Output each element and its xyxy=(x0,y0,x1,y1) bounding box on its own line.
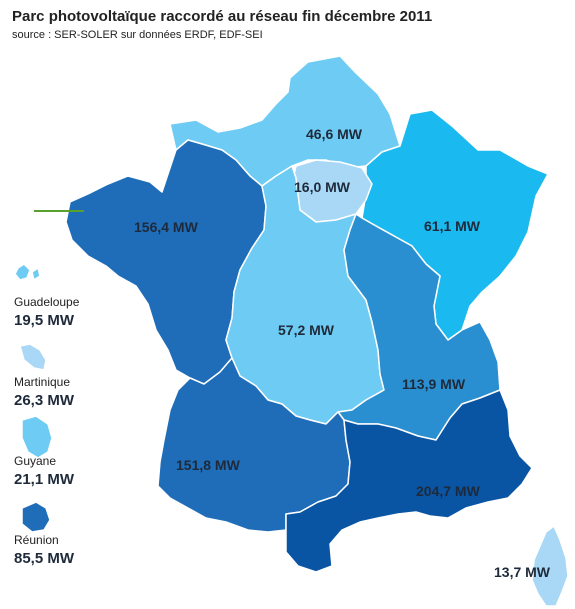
guyane-shape xyxy=(21,415,53,459)
overseas-name: Guyane xyxy=(14,454,56,468)
region-value-label: 61,1 MW xyxy=(424,218,481,234)
region-value-label: 13,7 MW xyxy=(494,564,551,580)
overseas-name: Réunion xyxy=(14,533,59,547)
reunion-shape xyxy=(21,501,51,533)
overseas-value: 19,5 MW xyxy=(14,312,75,329)
map-source: source : SER-SOLER sur données ERDF, EDF… xyxy=(12,29,263,41)
overseas-value: 21,1 MW xyxy=(14,471,75,488)
map-title: Parc photovoltaïque raccordé au réseau f… xyxy=(12,8,433,25)
region-corse xyxy=(531,525,569,607)
region-value-label: 151,8 MW xyxy=(176,457,241,473)
region-value-label: 113,9 MW xyxy=(402,376,466,392)
overseas-name: Martinique xyxy=(14,375,70,389)
region-value-label: 57,2 MW xyxy=(278,322,335,338)
martinique-shape xyxy=(19,343,47,371)
overseas-name: Guadeloupe xyxy=(14,295,80,309)
overseas-value: 26,3 MW xyxy=(14,392,75,409)
region-value-label: 204,7 MW xyxy=(416,483,481,499)
overseas-value: 85,5 MW xyxy=(14,550,75,567)
region-value-label: 16,0 MW xyxy=(294,179,351,195)
region-value-label: 46,6 MW xyxy=(306,126,363,142)
region-value-label: 156,4 MW xyxy=(134,219,199,235)
region-sud-est xyxy=(285,389,533,573)
guadeloupe-shape xyxy=(14,263,41,281)
